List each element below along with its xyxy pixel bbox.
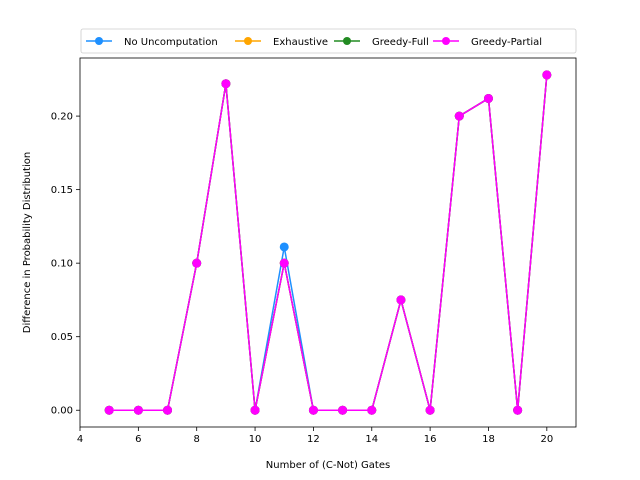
data-point: [425, 405, 435, 415]
y-axis: 0.00 0.05 0.10 0.15 0.20: [51, 112, 80, 417]
y-tick-label: 0.15: [51, 185, 73, 196]
data-point: [367, 405, 377, 415]
data-point: [542, 70, 552, 80]
legend-entry: Greedy-Partial: [433, 37, 542, 48]
x-tick-label: 4: [77, 434, 83, 445]
legend-marker: [343, 37, 351, 45]
y-tick-label: 0.20: [51, 112, 73, 123]
data-point: [192, 258, 202, 268]
series-line: [109, 74, 548, 411]
series-no-uncomputation: [104, 70, 552, 415]
data-point: [513, 405, 523, 415]
y-axis-label: Difference in Probability Distribution: [22, 152, 33, 333]
data-point: [279, 242, 289, 252]
x-tick-label: 12: [307, 434, 320, 445]
data-point: [104, 405, 114, 415]
legend-marker: [244, 37, 252, 45]
legend-box: [80, 28, 577, 54]
legend-label: Greedy-Partial: [471, 37, 542, 48]
x-axis-label: Number of (C-Not) Gates: [266, 460, 390, 471]
x-tick-label: 10: [249, 434, 262, 445]
data-point: [483, 93, 493, 103]
data-point: [279, 258, 289, 268]
legend-label: No Uncomputation: [124, 37, 218, 48]
data-point: [250, 405, 260, 415]
data-point: [396, 295, 406, 305]
series-line: [109, 74, 548, 411]
y-tick-label: 0.05: [51, 332, 73, 343]
legend: No Uncomputation Exhaustive Greedy-Full Gre…: [80, 28, 577, 54]
x-axis: 4 6 8 10 12 14 16 18 20: [77, 427, 553, 445]
legend-entry: Exhaustive: [235, 37, 328, 48]
series-exhaustive: [104, 70, 552, 415]
plot-area: [79, 57, 577, 428]
data-point: [163, 405, 173, 415]
data-point: [133, 405, 143, 415]
plot-frame: [79, 57, 577, 428]
legend-marker: [442, 37, 450, 45]
data-point: [221, 79, 231, 89]
y-tick-label: 0.00: [51, 406, 73, 417]
legend-label: Exhaustive: [273, 37, 328, 48]
y-tick-label: 0.10: [51, 259, 73, 270]
data-point: [338, 405, 348, 415]
data-point: [308, 405, 318, 415]
x-tick-label: 6: [135, 434, 141, 445]
x-tick-label: 8: [194, 434, 200, 445]
series-line: [109, 74, 548, 411]
legend-label: Greedy-Full: [372, 37, 429, 48]
series-line: [109, 74, 548, 411]
series-greedy-full: [104, 70, 552, 415]
legend-entry: Greedy-Full: [334, 37, 429, 48]
legend-entry: No Uncomputation: [86, 37, 218, 48]
data-point: [454, 111, 464, 121]
x-tick-label: 16: [424, 434, 437, 445]
x-tick-label: 18: [482, 434, 495, 445]
x-tick-label: 20: [540, 434, 553, 445]
series-greedy-partial: [104, 70, 552, 415]
legend-marker: [95, 37, 103, 45]
x-tick-label: 14: [365, 434, 378, 445]
